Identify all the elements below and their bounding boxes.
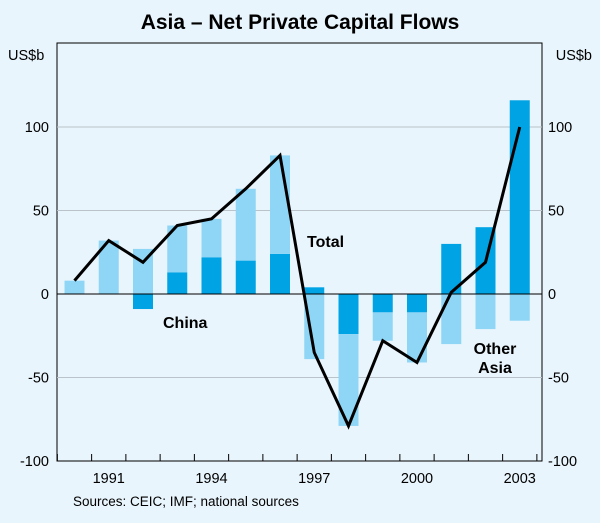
china-bar (338, 294, 359, 335)
total-line (73, 126, 522, 430)
other-asia-bar (304, 294, 325, 360)
x-tick-label: 1997 (298, 471, 330, 487)
y-tick-label-right: 0 (548, 287, 556, 303)
y-tick-label-right: 100 (548, 120, 572, 136)
other-asia-bar (372, 312, 393, 341)
x-tick-label: 2003 (504, 471, 536, 487)
china-bar (441, 243, 462, 294)
x-tick-label: 1994 (195, 471, 227, 487)
other-asia-bar (98, 240, 119, 294)
y-tick-label-left: 100 (25, 120, 49, 136)
other-asia-bar (441, 294, 462, 345)
y-tick-label-right: 50 (548, 204, 564, 220)
other-asia-bar (64, 280, 85, 294)
china-bar (235, 260, 256, 294)
other-asia-bar (407, 312, 427, 363)
other-asia-bar (338, 334, 359, 426)
other-asia-bar (509, 294, 530, 321)
x-tick-label: 2000 (401, 471, 433, 487)
y-tick-label-left: -50 (28, 371, 49, 387)
plot-area (56, 42, 543, 462)
other-asia-bar (167, 225, 188, 273)
y-tick-label-left: 50 (33, 204, 49, 220)
left-axis-unit: US$b (8, 48, 44, 64)
right-axis-unit: US$b (556, 48, 592, 64)
y-tick-label-right: -50 (548, 371, 569, 387)
china-bar (270, 253, 290, 294)
other-asia-label-line2: Asia (478, 360, 512, 377)
china-bar (201, 257, 222, 294)
total-series-label: Total (307, 234, 344, 251)
other-asia-bar (270, 155, 290, 254)
y-tick-label-right: -100 (548, 454, 577, 470)
chart-title: Asia – Net Private Capital Flows (141, 11, 460, 34)
y-tick-label-left: 0 (41, 287, 49, 303)
source-note: Sources: CEIC; IMF; national sources (73, 494, 299, 509)
china-bar (304, 287, 325, 294)
other-asia-label-line1: Other (474, 341, 517, 358)
other-asia-bar (475, 294, 496, 330)
china-bar (167, 272, 188, 294)
y-tick-label-left: -100 (20, 454, 49, 470)
china-bar (372, 294, 393, 313)
x-tick-label: 1991 (93, 471, 125, 487)
other-asia-bar (235, 188, 256, 261)
china-series-label: China (163, 315, 208, 332)
other-asia-bar (201, 218, 222, 258)
china-bar (407, 294, 427, 313)
china-bar (133, 294, 153, 310)
